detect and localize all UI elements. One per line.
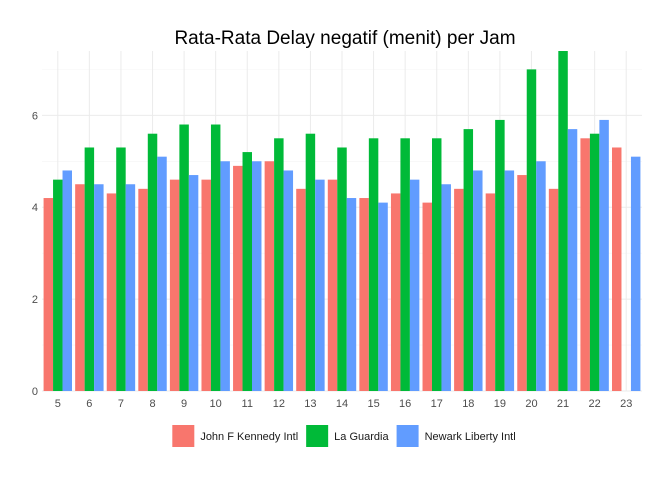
x-tick-label: 14 xyxy=(336,398,348,410)
bar-john-f-kennedy-intl-16 xyxy=(390,193,401,391)
x-tick-label: 18 xyxy=(462,398,474,410)
x-tick-label: 22 xyxy=(589,398,601,410)
bar-john-f-kennedy-intl-8 xyxy=(138,188,148,391)
bar-john-f-kennedy-intl-12 xyxy=(264,161,275,391)
bar-john-f-kennedy-intl-20 xyxy=(517,175,527,391)
legend-key-newark-liberty-intl xyxy=(396,425,419,447)
bar-john-f-kennedy-intl-14 xyxy=(327,179,338,391)
x-tick-label: 9 xyxy=(181,398,187,410)
bar-newark-liberty-intl-20 xyxy=(536,161,546,391)
legend-label: Newark Liberty Intl xyxy=(425,431,516,443)
x-tick-label: 16 xyxy=(399,398,411,410)
bar-newark-liberty-intl-5 xyxy=(62,170,72,391)
bar-john-f-kennedy-intl-9 xyxy=(169,179,180,391)
x-tick-label: 15 xyxy=(367,398,379,410)
bar-la-guardia-15 xyxy=(368,138,379,391)
bar-john-f-kennedy-intl-15 xyxy=(359,198,369,391)
bar-la-guardia-22 xyxy=(589,133,600,391)
bar-newark-liberty-intl-10 xyxy=(220,161,230,391)
bar-newark-liberty-intl-14 xyxy=(346,198,357,391)
bar-newark-liberty-intl-9 xyxy=(188,175,199,391)
bar-la-guardia-21 xyxy=(558,51,568,391)
x-tick-label: 6 xyxy=(86,398,92,410)
bar-la-guardia-13 xyxy=(305,133,316,391)
bar-john-f-kennedy-intl-21 xyxy=(548,188,559,391)
bar-newark-liberty-intl-19 xyxy=(504,170,515,391)
bar-newark-liberty-intl-18 xyxy=(473,170,483,391)
bar-la-guardia-17 xyxy=(432,138,442,391)
bar-la-guardia-6 xyxy=(84,147,95,391)
bar-john-f-kennedy-intl-11 xyxy=(233,165,243,391)
x-tick-label: 17 xyxy=(431,398,443,410)
y-tick-label: 2 xyxy=(32,294,38,306)
y-tick-label: 0 xyxy=(32,386,38,398)
x-tick-label: 8 xyxy=(149,398,155,410)
bar-john-f-kennedy-intl-19 xyxy=(485,193,496,391)
bar-john-f-kennedy-intl-7 xyxy=(106,193,117,391)
bar-john-f-kennedy-intl-10 xyxy=(201,179,211,391)
bar-la-guardia-7 xyxy=(116,147,126,391)
bar-newark-liberty-intl-15 xyxy=(378,202,388,391)
bar-la-guardia-9 xyxy=(179,124,189,391)
x-tick-label: 10 xyxy=(210,398,222,410)
bars xyxy=(43,51,641,392)
bar-newark-liberty-intl-23 xyxy=(630,156,641,391)
bar-la-guardia-12 xyxy=(274,138,284,391)
legend-key-john-f-kennedy-intl xyxy=(172,425,195,447)
x-tick-label: 12 xyxy=(273,398,285,410)
bar-john-f-kennedy-intl-6 xyxy=(75,184,85,391)
legend: John F Kennedy Intl La Guardia Newark Libe… xyxy=(172,425,516,447)
bar-newark-liberty-intl-6 xyxy=(94,184,104,391)
bar-la-guardia-11 xyxy=(242,152,252,391)
x-tick-label: 21 xyxy=(557,398,569,410)
legend-label: La Guardia xyxy=(334,431,389,443)
legend-label: John F Kennedy Intl xyxy=(200,431,298,443)
bar-newark-liberty-intl-16 xyxy=(409,179,420,391)
bar-newark-liberty-intl-12 xyxy=(283,170,294,391)
x-axis-ticks: 5 6 7 8 9 10 11 12 13 14 15 16 17 18 19 20 21 22 23 xyxy=(55,398,633,410)
x-tick-label: 13 xyxy=(304,398,316,410)
bar-newark-liberty-intl-11 xyxy=(252,161,262,391)
y-axis-ticks: 0 2 4 6 xyxy=(32,110,38,398)
bar-newark-liberty-intl-7 xyxy=(125,184,136,391)
bar-john-f-kennedy-intl-5 xyxy=(43,198,54,391)
x-tick-label: 5 xyxy=(55,398,61,410)
bar-newark-liberty-intl-22 xyxy=(599,119,609,392)
bar-john-f-kennedy-intl-22 xyxy=(580,138,590,391)
bar-la-guardia-10 xyxy=(210,124,221,391)
bar-la-guardia-18 xyxy=(463,129,474,392)
x-tick-label: 19 xyxy=(494,398,506,410)
bar-john-f-kennedy-intl-17 xyxy=(422,202,432,391)
bar-john-f-kennedy-intl-13 xyxy=(296,188,306,391)
x-tick-label: 23 xyxy=(620,398,632,410)
y-tick-label: 4 xyxy=(32,202,38,214)
bar-newark-liberty-intl-8 xyxy=(157,156,167,391)
x-tick-label: 11 xyxy=(242,398,253,410)
x-tick-label: 7 xyxy=(118,398,124,410)
y-tick-label: 6 xyxy=(32,110,38,122)
bar-la-guardia-8 xyxy=(147,133,158,391)
bar-newark-liberty-intl-13 xyxy=(315,179,325,391)
bar-la-guardia-5 xyxy=(53,179,63,391)
bar-la-guardia-20 xyxy=(526,69,537,391)
bar-newark-liberty-intl-17 xyxy=(441,184,451,391)
bar-newark-liberty-intl-21 xyxy=(567,129,578,392)
bar-la-guardia-19 xyxy=(495,119,505,392)
chart-title: Rata-Rata Delay negatif (menit) per Jam xyxy=(174,28,515,49)
bar-john-f-kennedy-intl-23 xyxy=(612,147,622,391)
bar-la-guardia-14 xyxy=(337,147,347,391)
legend-key-la-guardia xyxy=(306,425,329,447)
bar-la-guardia-16 xyxy=(400,138,410,391)
bar-john-f-kennedy-intl-18 xyxy=(454,188,464,391)
x-tick-label: 20 xyxy=(525,398,537,410)
